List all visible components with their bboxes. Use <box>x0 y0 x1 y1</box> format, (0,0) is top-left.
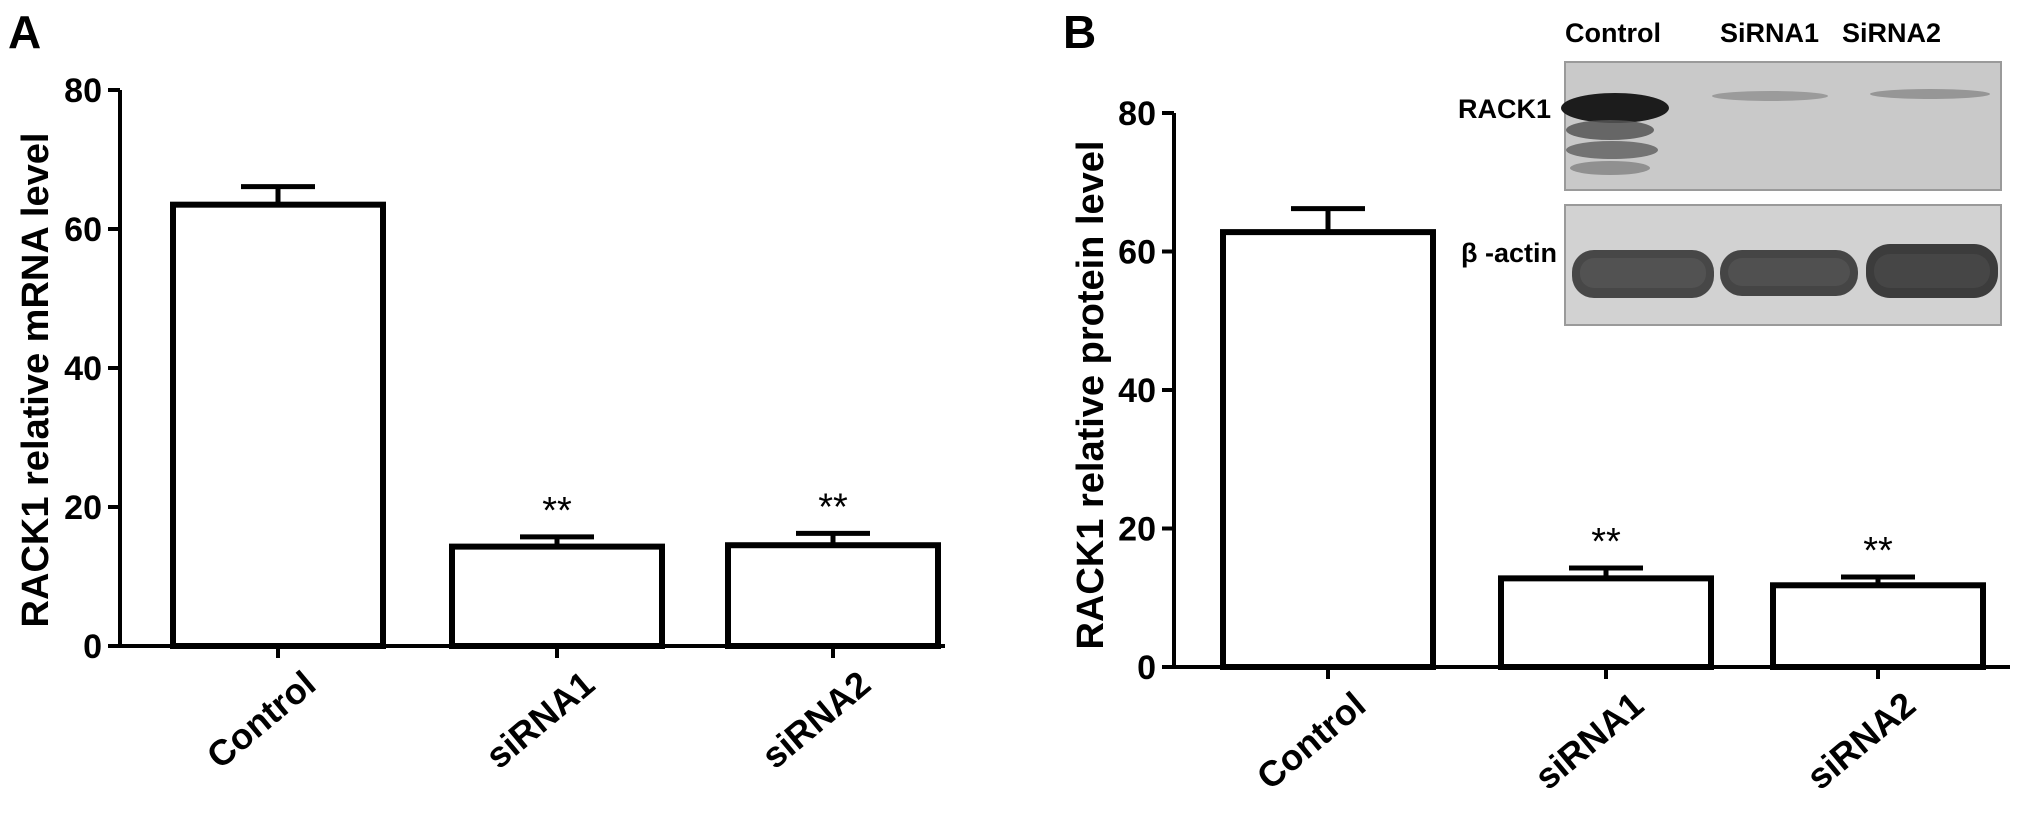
band-label-actin: β -actin <box>1461 238 1557 268</box>
category-labels: Control siRNA1 siRNA2 <box>199 646 878 776</box>
y-tick-label: 80 <box>1118 95 1156 133</box>
y-tick-label: 20 <box>64 489 102 527</box>
actin-blot-image <box>1564 204 2002 326</box>
significance-marker: ** <box>818 486 848 528</box>
y-axis-label: RACK1 relative protein level <box>1070 141 1112 650</box>
y-tick-label: 20 <box>1118 511 1156 549</box>
panel-label: B <box>1063 6 1096 58</box>
bar-sirna1 <box>1498 575 1714 670</box>
panel-b: B RACK1 relative protein level 0 20 40 60 80… <box>1063 6 2010 797</box>
y-axis-label: RACK1 relative mRNA level <box>15 133 57 628</box>
significance-marker: ** <box>1863 530 1893 572</box>
y-tick-label: 0 <box>1137 649 1156 687</box>
western-blot-inset: Control SiRNA1 SiRNA2 RACK1 β -actin <box>1458 18 2002 326</box>
y-tick-label: 60 <box>64 211 102 249</box>
category-label: siRNA1 <box>1527 684 1651 798</box>
category-label: siRNA2 <box>1799 684 1923 798</box>
category-labels: Control siRNA1 siRNA2 <box>1249 667 1923 797</box>
band-label-rack1: RACK1 <box>1458 94 1551 124</box>
error-bars <box>241 184 870 547</box>
y-tick-label: 40 <box>64 350 102 388</box>
rack1-blot-image <box>1561 61 2002 191</box>
lane-label-sirna2: SiRNA2 <box>1842 18 1941 48</box>
category-label: siRNA2 <box>754 663 878 777</box>
bar-sirna2 <box>1770 582 1986 670</box>
lane-label-sirna1: SiRNA1 <box>1720 18 1819 48</box>
category-label: Control <box>1249 684 1373 798</box>
y-tick-label: 60 <box>1118 234 1156 272</box>
bar-sirna1 <box>449 543 665 649</box>
significance-marker: ** <box>1591 521 1621 563</box>
y-ticks: 0 20 40 60 80 <box>64 72 120 666</box>
y-tick-label: 80 <box>64 72 102 110</box>
significance-annotations: ** ** <box>542 486 848 531</box>
panel-label: A <box>8 6 41 58</box>
bar-sirna2 <box>725 542 941 649</box>
bar-control <box>1220 229 1436 671</box>
y-tick-label: 40 <box>1118 372 1156 410</box>
bars <box>170 201 941 650</box>
category-label: siRNA1 <box>478 663 602 777</box>
significance-annotations: ** ** <box>1591 521 1893 572</box>
y-ticks: 0 20 40 60 80 <box>1118 95 1174 687</box>
y-tick-label: 0 <box>83 628 102 666</box>
bar-control <box>170 201 386 650</box>
error-bars <box>1291 206 1915 586</box>
panel-a: A RACK1 relative mRNA level 0 20 40 60 80 **… <box>8 6 945 776</box>
lane-label-control: Control <box>1565 18 1661 48</box>
significance-marker: ** <box>542 490 572 532</box>
category-label: Control <box>199 663 323 777</box>
bars <box>1220 229 1986 671</box>
